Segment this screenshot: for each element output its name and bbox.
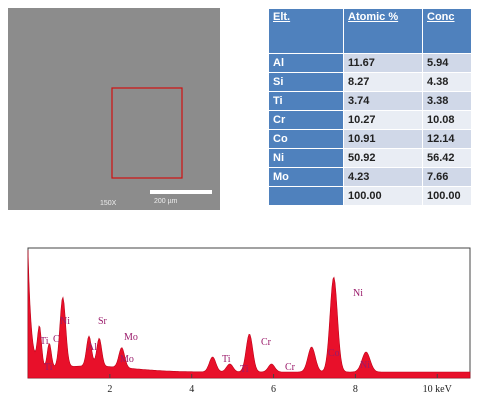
table-cell: 56.42 [423, 149, 472, 168]
x-tick-label: 2 [107, 384, 112, 395]
table-cell: 4.38 [423, 73, 472, 92]
header-cell: Conc [423, 9, 472, 54]
table-cell: Ti [269, 92, 344, 111]
table-cell: 12.14 [423, 130, 472, 149]
sem-image [8, 8, 220, 210]
peak-label: Cr [261, 337, 272, 348]
scale-label: 200 µm [154, 198, 178, 205]
peak-label: Ni [353, 288, 363, 299]
magnification: 150X [100, 200, 117, 207]
table-cell: Si [269, 73, 344, 92]
x-tick-label: 4 [189, 384, 194, 395]
peak-label: Mo [120, 354, 134, 365]
table-cell: 7.66 [423, 168, 472, 187]
peak-label: Ti [240, 364, 249, 375]
table-cell: 50.92 [344, 149, 423, 168]
table-cell: 3.74 [344, 92, 423, 111]
peak-label: Ti [222, 354, 231, 365]
table-cell: Al [269, 54, 344, 73]
peak-label: Ni [360, 360, 370, 371]
peak-label: Al [87, 342, 97, 353]
x-tick-label: 6 [271, 384, 276, 395]
header-row: Elt. Atomic % Conc [269, 9, 472, 54]
table-cell: 10.08 [423, 111, 472, 130]
spectrum-curve [28, 250, 470, 378]
peak-label: Ti [44, 362, 53, 373]
peak-label: Sr [98, 316, 108, 327]
x-tick-label: 10 keV [423, 384, 453, 395]
table-cell: 10.91 [344, 130, 423, 149]
table-cell: 100.00 [344, 187, 423, 206]
peak-label: Ni [60, 316, 70, 327]
x-tick-label: 8 [353, 384, 358, 395]
table-cell: Co [269, 130, 344, 149]
table-cell: Cr [269, 111, 344, 130]
table-cell: 100.00 [423, 187, 472, 206]
table-cell: 11.67 [344, 54, 423, 73]
peak-label: Cr [285, 362, 296, 373]
table-cell: Ni [269, 149, 344, 168]
eds-spectrum: 2 4 6 8 10 keV Ni Ni Sr Ti C Mo Al Mo Ti Ti Cr Co Ti Cr Ni [0, 240, 502, 408]
peak-label: Ti [40, 336, 49, 347]
table-cell: 3.38 [423, 92, 472, 111]
peak-label: Co [328, 348, 340, 359]
table-cell: 5.94 [423, 54, 472, 73]
table-cell: Mo [269, 168, 344, 187]
table-cell: 10.27 [344, 111, 423, 130]
page: 150X 200 µm Elt. Atomic % Conc Al11.675.… [0, 0, 502, 408]
sem-micrograph: 150X 200 µm [8, 8, 220, 210]
peak-label: Mo [124, 332, 138, 343]
table-cell: 8.27 [344, 73, 423, 92]
header-cell: Atomic % [344, 9, 423, 54]
table-cell [269, 187, 344, 206]
header-cell: Elt. [269, 9, 344, 54]
peak-label: C [53, 334, 60, 345]
scale-bar [150, 190, 212, 194]
table-cell: 4.23 [344, 168, 423, 187]
